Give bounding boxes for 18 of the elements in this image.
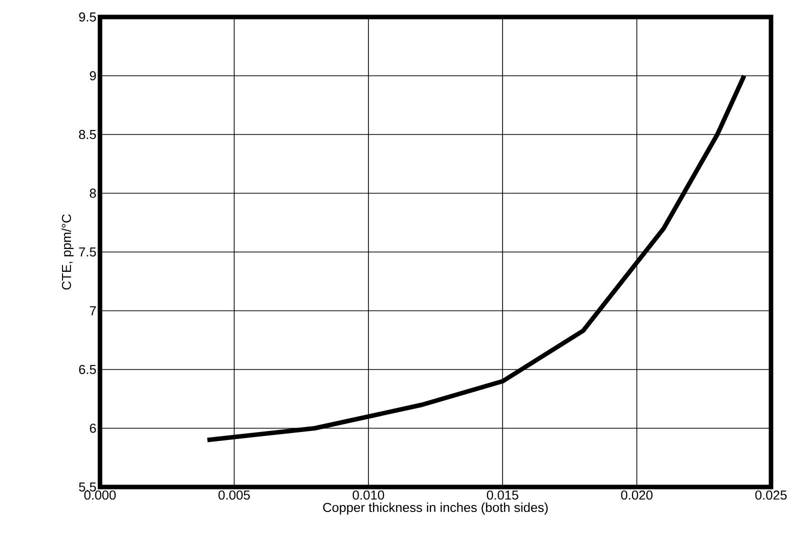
y-tick-label: 9 [90,71,96,80]
y-tick-label: 7.5 [79,247,96,257]
x-tick-label: 0.015 [486,490,518,500]
y-axis-title: CTE, ppm/°C [62,214,74,290]
x-axis-title: Copper thickness in inches (both sides) [323,502,548,515]
x-tick-label: 0.000 [84,490,116,500]
y-tick-label: 6.5 [79,364,96,374]
x-tick-label: 0.005 [218,490,250,500]
line-series [205,73,746,442]
y-tick-label: 8.5 [79,130,96,140]
y-tick-label: 7 [90,306,96,316]
y-tick-label: 8 [90,188,96,198]
x-tick-label: 0.020 [621,490,653,500]
y-tick-label: 5.5 [78,482,96,492]
x-tick-label: 0.025 [755,490,787,500]
y-tick-label: 6 [90,424,96,433]
y-tick-label: 9.5 [79,12,96,22]
x-tick-label: 0.010 [352,490,384,500]
